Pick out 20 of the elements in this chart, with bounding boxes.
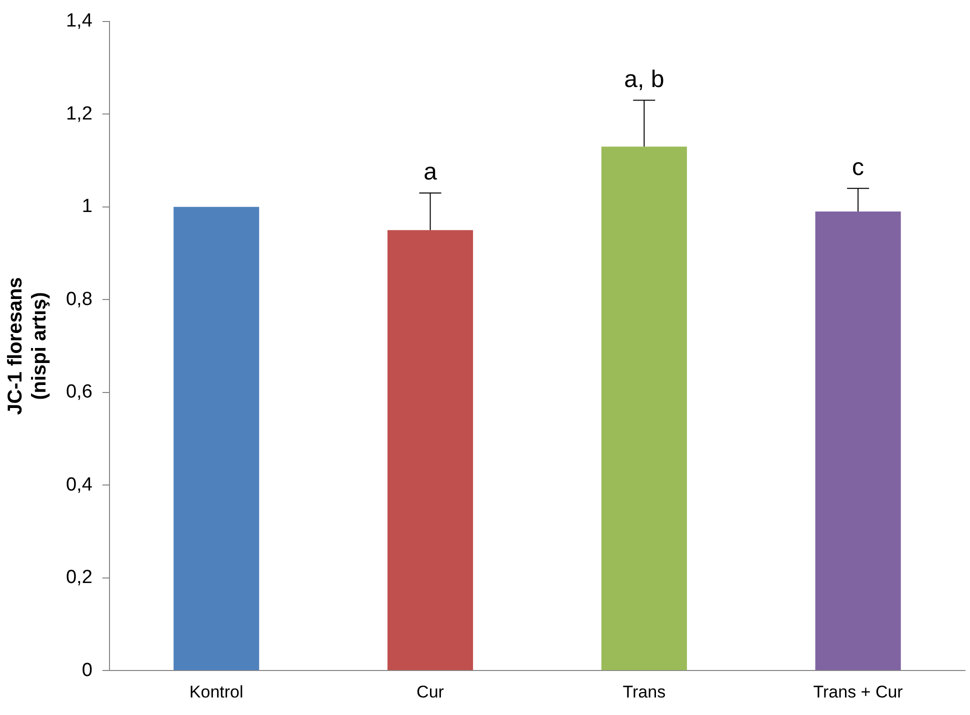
y-tick-label: 1,2 [66,103,92,124]
x-tick-label: Kontrol [189,682,244,702]
annotation: a [424,158,438,186]
bar [387,230,474,670]
y-tick-label: 1,4 [66,10,93,32]
annotation: a, b [624,66,664,93]
y-tick-label: 1 [82,196,92,218]
y-tick-label: 0,4 [66,474,93,496]
bar [601,146,687,670]
x-tick-label: Trans [622,682,666,702]
x-tick-label: Trans + Cur [813,682,904,702]
y-tick-label: 0 [82,660,92,681]
y-tick-label: 0,6 [66,382,92,403]
y-axis-title: JC-1 floresans (nispi artış) [4,277,51,415]
y-tick-label: 0,2 [66,567,92,588]
bar [174,206,260,670]
annotation: c [852,154,864,181]
y-tick-label: 0,8 [66,288,92,310]
x-tick-label: Cur [416,682,444,702]
bar [815,212,901,670]
